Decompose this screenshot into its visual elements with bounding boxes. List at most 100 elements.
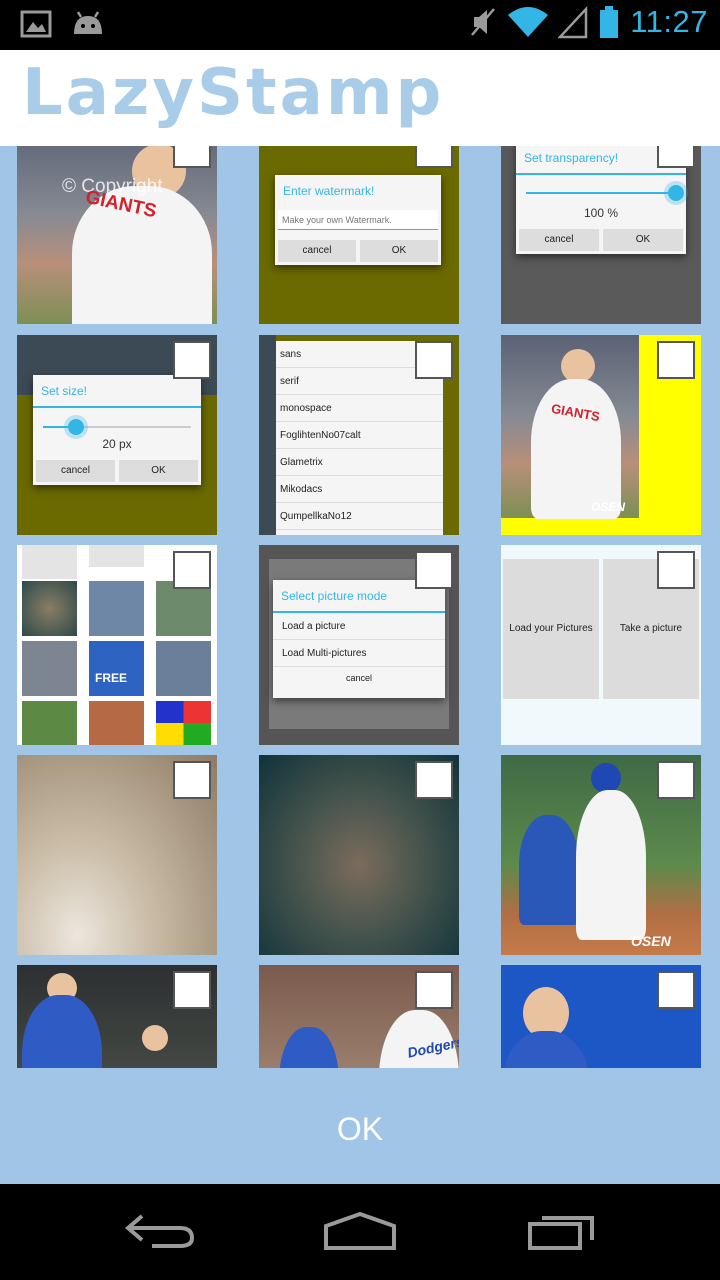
ok-button[interactable]: OK: [603, 229, 683, 251]
slider-value: 100 %: [583, 206, 619, 220]
font-option[interactable]: monospace: [276, 395, 443, 422]
dialog-title: Set size!: [33, 375, 201, 408]
photo-tile[interactable]: Set size! 20 px cancel OK: [17, 335, 217, 535]
player-jersey: [531, 379, 621, 519]
battery-icon: [600, 6, 619, 38]
photo-tile[interactable]: FREE: [17, 545, 217, 745]
photo-tile[interactable]: [17, 965, 217, 1068]
player-head: [142, 1025, 168, 1051]
photo-tile[interactable]: [501, 965, 701, 1068]
catcher: [519, 815, 579, 925]
player-head: [561, 349, 595, 383]
photo-background: [259, 335, 276, 535]
mini-thumb: FREE: [89, 641, 144, 696]
font-option[interactable]: Mikodacs: [276, 476, 443, 503]
slider-knob[interactable]: [668, 185, 684, 201]
photo-tile[interactable]: sans serif monospace FoglihtenNo07calt G…: [259, 335, 459, 535]
dialog-title: Select picture mode: [273, 580, 445, 613]
mini-thumb: [22, 701, 77, 745]
font-option[interactable]: Glametrix: [276, 449, 443, 476]
photo-grid[interactable]: © Copyright GIANTS Enter watermark! canc…: [0, 146, 720, 1068]
navigation-bar: [0, 1184, 720, 1280]
photo-tile[interactable]: OSEN: [501, 755, 701, 955]
font-option[interactable]: FoglihtenNo07calt: [276, 422, 443, 449]
size-slider[interactable]: [43, 419, 191, 435]
wifi-icon: [508, 7, 549, 37]
select-checkbox[interactable]: [657, 761, 695, 799]
app-header: LazyStamp: [0, 50, 720, 146]
select-checkbox[interactable]: [415, 971, 453, 1009]
select-checkbox[interactable]: [173, 341, 211, 379]
select-checkbox[interactable]: [415, 341, 453, 379]
back-icon[interactable]: [124, 1210, 196, 1250]
transparency-dialog: Set transparency! 100 % cancel OK: [516, 146, 686, 254]
select-checkbox[interactable]: [173, 551, 211, 589]
mini-thumb: [22, 581, 77, 636]
player-head: [523, 987, 569, 1039]
select-checkbox[interactable]: [173, 761, 211, 799]
select-checkbox[interactable]: [173, 971, 211, 1009]
transparency-slider[interactable]: [526, 185, 684, 201]
clock: 11:27: [630, 4, 708, 39]
load-pictures-button[interactable]: Load your Pictures: [503, 559, 599, 699]
cancel-button[interactable]: cancel: [278, 240, 356, 262]
content-area: © Copyright GIANTS Enter watermark! canc…: [0, 146, 720, 1184]
slider-fill: [43, 426, 76, 428]
watermark-input[interactable]: [278, 210, 438, 230]
dialog-title: Set transparency!: [516, 146, 686, 175]
rubiks-cube-thumb: [156, 701, 211, 745]
slider-value: 20 px: [102, 437, 132, 451]
font-option[interactable]: serif: [276, 368, 443, 395]
select-checkbox[interactable]: [415, 551, 453, 589]
select-checkbox[interactable]: [415, 761, 453, 799]
picture-icon: [20, 10, 52, 38]
mini-thumb: [22, 641, 77, 696]
photo-tile[interactable]: GIANTS OSEN: [501, 335, 701, 535]
font-option[interactable]: sans: [276, 341, 443, 368]
photo-tile[interactable]: Load your Pictures Take a picture: [501, 545, 701, 745]
muted-icon: [471, 8, 496, 36]
osen-badge: OSEN: [631, 933, 671, 949]
select-checkbox[interactable]: [657, 146, 695, 168]
select-checkbox[interactable]: [657, 971, 695, 1009]
photo-tile[interactable]: [259, 755, 459, 955]
ok-button[interactable]: OK: [336, 1111, 384, 1147]
mini-thumb: [89, 581, 144, 636]
select-checkbox[interactable]: [415, 146, 453, 168]
cancel-button[interactable]: cancel: [519, 229, 599, 251]
cancel-button[interactable]: cancel: [36, 460, 115, 482]
mini-thumb: [156, 641, 211, 696]
load-multi-pictures-option[interactable]: Load Multi-pictures: [273, 640, 445, 667]
app-logo: LazyStamp: [22, 56, 445, 130]
load-picture-option[interactable]: Load a picture: [273, 613, 445, 640]
dialog-title: Enter watermark!: [283, 184, 375, 198]
osen-badge: OSEN: [591, 500, 626, 514]
photo-tile[interactable]: Dodgers: [259, 965, 459, 1068]
picture-mode-dialog: Select picture mode Load a picture Load …: [273, 580, 445, 698]
photo-tile[interactable]: © Copyright GIANTS: [17, 146, 217, 324]
mini-thumb: [156, 581, 211, 636]
select-checkbox[interactable]: [657, 341, 695, 379]
ok-button[interactable]: OK: [119, 460, 198, 482]
photo-tile[interactable]: [17, 755, 217, 955]
recent-apps-icon[interactable]: [526, 1210, 598, 1250]
select-checkbox[interactable]: [173, 146, 211, 168]
status-bar: 11:27: [0, 0, 720, 50]
photo-tile[interactable]: Enter watermark! cancel OK: [259, 146, 459, 324]
ok-button[interactable]: OK: [360, 240, 438, 262]
mini-thumb: [89, 545, 144, 567]
player: [279, 1027, 339, 1068]
select-checkbox[interactable]: [657, 551, 695, 589]
cancel-button[interactable]: cancel: [345, 673, 372, 683]
watermark-text: © Copyright: [62, 176, 163, 197]
home-icon[interactable]: [322, 1210, 398, 1250]
slider-fill: [526, 192, 676, 194]
slider-knob[interactable]: [67, 419, 84, 435]
photo-tile[interactable]: Set transparency! 100 % cancel OK: [501, 146, 701, 324]
size-dialog: Set size! 20 px cancel OK: [33, 375, 201, 485]
photo-tile[interactable]: Select picture mode Load a picture Load …: [259, 545, 459, 745]
android-debug-icon: [74, 11, 102, 34]
signal-icon: [558, 5, 588, 39]
mini-thumb: [22, 545, 77, 579]
font-option[interactable]: QumpellkaNo12: [276, 503, 443, 530]
